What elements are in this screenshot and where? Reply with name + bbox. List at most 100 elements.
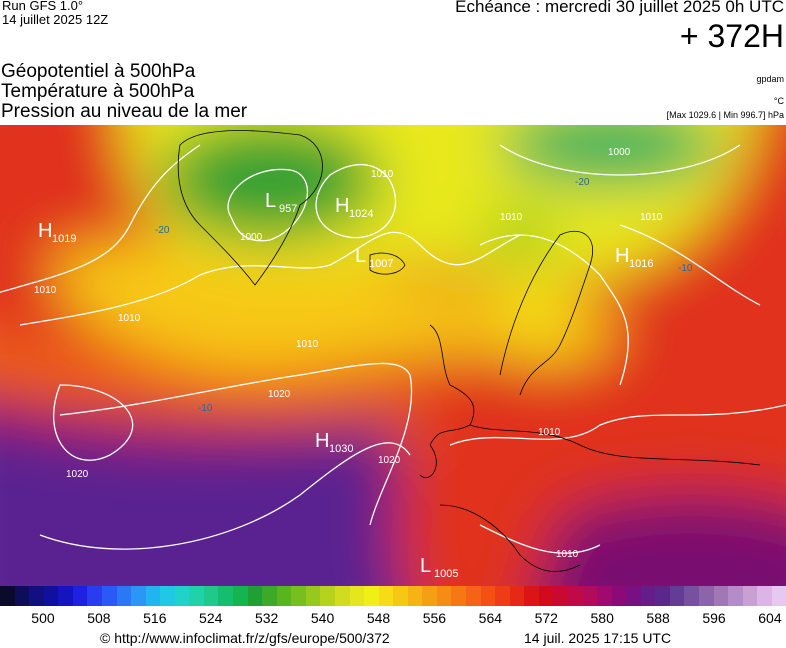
center-letter: L <box>355 245 366 267</box>
center-letter: L <box>420 555 431 577</box>
field: Pression au niveau de la mer <box>1 101 248 122</box>
color-swatch <box>349 586 365 606</box>
color-swatch <box>247 586 263 606</box>
color-swatch <box>218 586 233 606</box>
footer-date: 14 juil. 2025 17:15 UTC <box>524 630 672 646</box>
color-swatch <box>276 586 292 606</box>
color-swatch <box>233 586 248 606</box>
color-swatch <box>611 586 627 606</box>
color-swatch <box>29 586 44 606</box>
color-swatch <box>684 586 699 606</box>
center-value: 1024 <box>349 208 373 220</box>
isobar-label: 1010 <box>118 313 141 324</box>
color-swatch <box>509 586 525 606</box>
color-swatch <box>524 586 539 606</box>
center-letter: H <box>38 220 52 242</box>
color-swatch <box>364 586 379 606</box>
colorbar-label: 516 <box>143 610 167 626</box>
color-swatch <box>655 586 670 606</box>
center-value: 957 <box>279 203 297 215</box>
color-swatch <box>203 586 219 606</box>
color-swatch <box>101 586 117 606</box>
colorbar-label: 508 <box>87 610 111 626</box>
isobar-label: 1000 <box>240 232 263 243</box>
color-swatch <box>626 586 641 606</box>
color-swatch <box>582 586 598 606</box>
colorbar-labels: 500 508 516 524 532 540 548 556 564 572 580 588 596 6… <box>15 610 786 626</box>
color-swatch <box>567 586 583 606</box>
color-swatch <box>757 586 772 606</box>
color-swatch <box>495 586 510 606</box>
center-letter: L <box>265 190 276 212</box>
color-swatch <box>480 586 496 606</box>
isobar-label: 1010 <box>296 339 319 350</box>
field-shading <box>0 125 786 586</box>
center-value: 1030 <box>329 443 353 455</box>
colorbar-label: 564 <box>478 610 503 626</box>
color-swatch <box>72 586 88 606</box>
coastlines <box>177 130 761 572</box>
colorbar-label: 524 <box>199 610 223 626</box>
center-letter: H <box>615 245 629 267</box>
color-swatch <box>597 586 612 606</box>
isobar-label: 1000 <box>608 147 631 158</box>
colorbar-label: 548 <box>366 610 391 626</box>
center-value: 1007 <box>369 258 393 270</box>
colorbar <box>0 586 786 606</box>
isobar-label: 1020 <box>268 389 291 400</box>
temperature-label: -20 <box>155 225 170 236</box>
color-swatch <box>742 586 758 606</box>
isobar-label: 1010 <box>500 212 523 223</box>
pressure-range: [Max 1029.6 | Min 996.7] hPa <box>666 110 784 120</box>
color-swatch <box>407 586 423 606</box>
center-value: 1005 <box>434 568 458 580</box>
field: Température à 500hPa <box>1 81 195 102</box>
unit-temp: °C <box>773 96 784 106</box>
isobar-label: 1020 <box>66 469 89 480</box>
color-swatch <box>393 586 408 606</box>
isobar-label: 1010 <box>371 169 394 180</box>
isobar-label: 1010 <box>556 549 579 560</box>
color-swatch <box>160 586 175 606</box>
isobars <box>0 144 786 554</box>
color-swatch <box>640 586 656 606</box>
colorbar-label: 604 <box>758 610 782 626</box>
color-swatch <box>436 586 452 606</box>
temperature-label: -20 <box>575 177 590 188</box>
color-swatch <box>378 586 394 606</box>
color-swatch <box>189 586 204 606</box>
color-swatch <box>116 586 132 606</box>
color-swatch <box>87 586 102 606</box>
color-swatch <box>131 586 146 606</box>
color-swatch <box>43 586 59 606</box>
color-swatch <box>538 586 554 606</box>
field: Géopotentiel à 500hPa <box>1 61 196 82</box>
color-swatch <box>451 586 466 606</box>
footer-url: © http://www.infoclimat.fr/z/gfs/europe/… <box>100 630 390 646</box>
color-swatch <box>728 586 743 606</box>
temperature-label: -10 <box>198 403 213 414</box>
run-date: 14 juillet 2025 12Z <box>2 12 109 27</box>
unit-geo: gpdam <box>756 74 784 84</box>
echeance: Echéance : mercredi 30 juillet 2025 0h U… <box>455 0 784 16</box>
color-swatch <box>0 586 15 606</box>
color-swatch <box>174 586 190 606</box>
color-swatch <box>713 586 729 606</box>
color-swatch <box>699 586 714 606</box>
color-swatch <box>262 586 277 606</box>
color-swatch <box>669 586 685 606</box>
temperature-label: -10 <box>678 263 693 274</box>
isobar-label: 1010 <box>34 285 57 296</box>
colorbar-label: 572 <box>534 610 558 626</box>
color-swatch <box>305 586 321 606</box>
colorbar-label: 588 <box>646 610 670 626</box>
color-swatch <box>14 586 30 606</box>
center-letter: H <box>335 195 349 217</box>
colorbar-label: 596 <box>702 610 726 626</box>
color-swatch <box>58 586 73 606</box>
color-swatch <box>771 586 786 606</box>
color-swatch <box>422 586 437 606</box>
